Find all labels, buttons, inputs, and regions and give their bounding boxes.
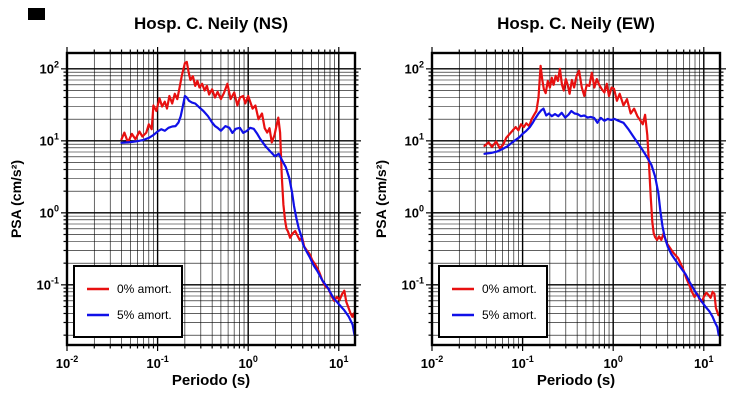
- legend-ns: 0% amort. 5% amort.: [73, 265, 183, 338]
- series-line-5pct-ns: [120, 94, 355, 337]
- y-tick-label: 10-1: [402, 275, 424, 292]
- legend-label-0pct: 0% amort.: [117, 282, 172, 296]
- x-axis-label-ns: Periodo (s): [171, 372, 251, 389]
- y-tick-label: 10-1: [37, 275, 59, 292]
- legend-label-0pct: 0% amort.: [482, 282, 537, 296]
- tick-labels-ew: 10-2 10-1 100 101 10-1 100 101 102: [402, 59, 714, 371]
- tick-labels-ns: 10-2 10-1 100 101 10-1 100 101 102: [37, 59, 349, 371]
- x-tick-label: 100: [238, 354, 257, 371]
- series-ns: [120, 60, 355, 337]
- x-tick-label: 10-2: [421, 354, 443, 371]
- y-axis-label-ew: PSA (cm/s²): [373, 159, 389, 239]
- x-tick-label: 101: [694, 354, 713, 371]
- plot-title-ew: Hosp. C. Neily (EW): [497, 14, 655, 33]
- x-tick-label: 10-1: [146, 354, 168, 371]
- legend-label-5pct: 5% amort.: [482, 308, 537, 322]
- series-line-0pct-ns: [120, 60, 355, 320]
- x-tick-label: 100: [603, 354, 622, 371]
- legend-box: [73, 265, 183, 338]
- y-tick-label: 100: [40, 203, 59, 220]
- legend-label-5pct: 5% amort.: [117, 308, 172, 322]
- y-tick-label: 100: [405, 203, 424, 220]
- plot-ns: 10-2 10-1 100 101 10-1 100 101 102 0% amort. 5% a…: [37, 47, 361, 371]
- x-tick-label: 10-1: [511, 354, 533, 371]
- legend-box: [438, 265, 548, 338]
- y-tick-label: 101: [405, 131, 424, 148]
- ticks-ew: [426, 47, 726, 351]
- y-tick-label: 101: [40, 131, 59, 148]
- series-line-5pct-ew: [483, 107, 720, 337]
- grid-ns: [66, 53, 355, 345]
- series-ew: [483, 64, 720, 337]
- y-tick-label: 102: [405, 59, 424, 76]
- x-axis-label-ew: Periodo (s): [536, 372, 616, 389]
- plot-frame-ew: [430, 51, 722, 347]
- x-tick-label: 101: [329, 354, 348, 371]
- plot-ew: 10-2 10-1 100 101 10-1 100 101 102 0% amort. 5% a…: [402, 47, 726, 371]
- y-tick-label: 102: [40, 59, 59, 76]
- plot-frame-ns: [65, 51, 357, 347]
- y-axis-label-ns: PSA (cm/s²): [8, 159, 24, 239]
- plot-title-ns: Hosp. C. Neily (NS): [134, 14, 288, 33]
- x-tick-label: 10-2: [56, 354, 78, 371]
- corner-artifact: [28, 8, 45, 20]
- legend-ew: 0% amort. 5% amort.: [438, 265, 548, 338]
